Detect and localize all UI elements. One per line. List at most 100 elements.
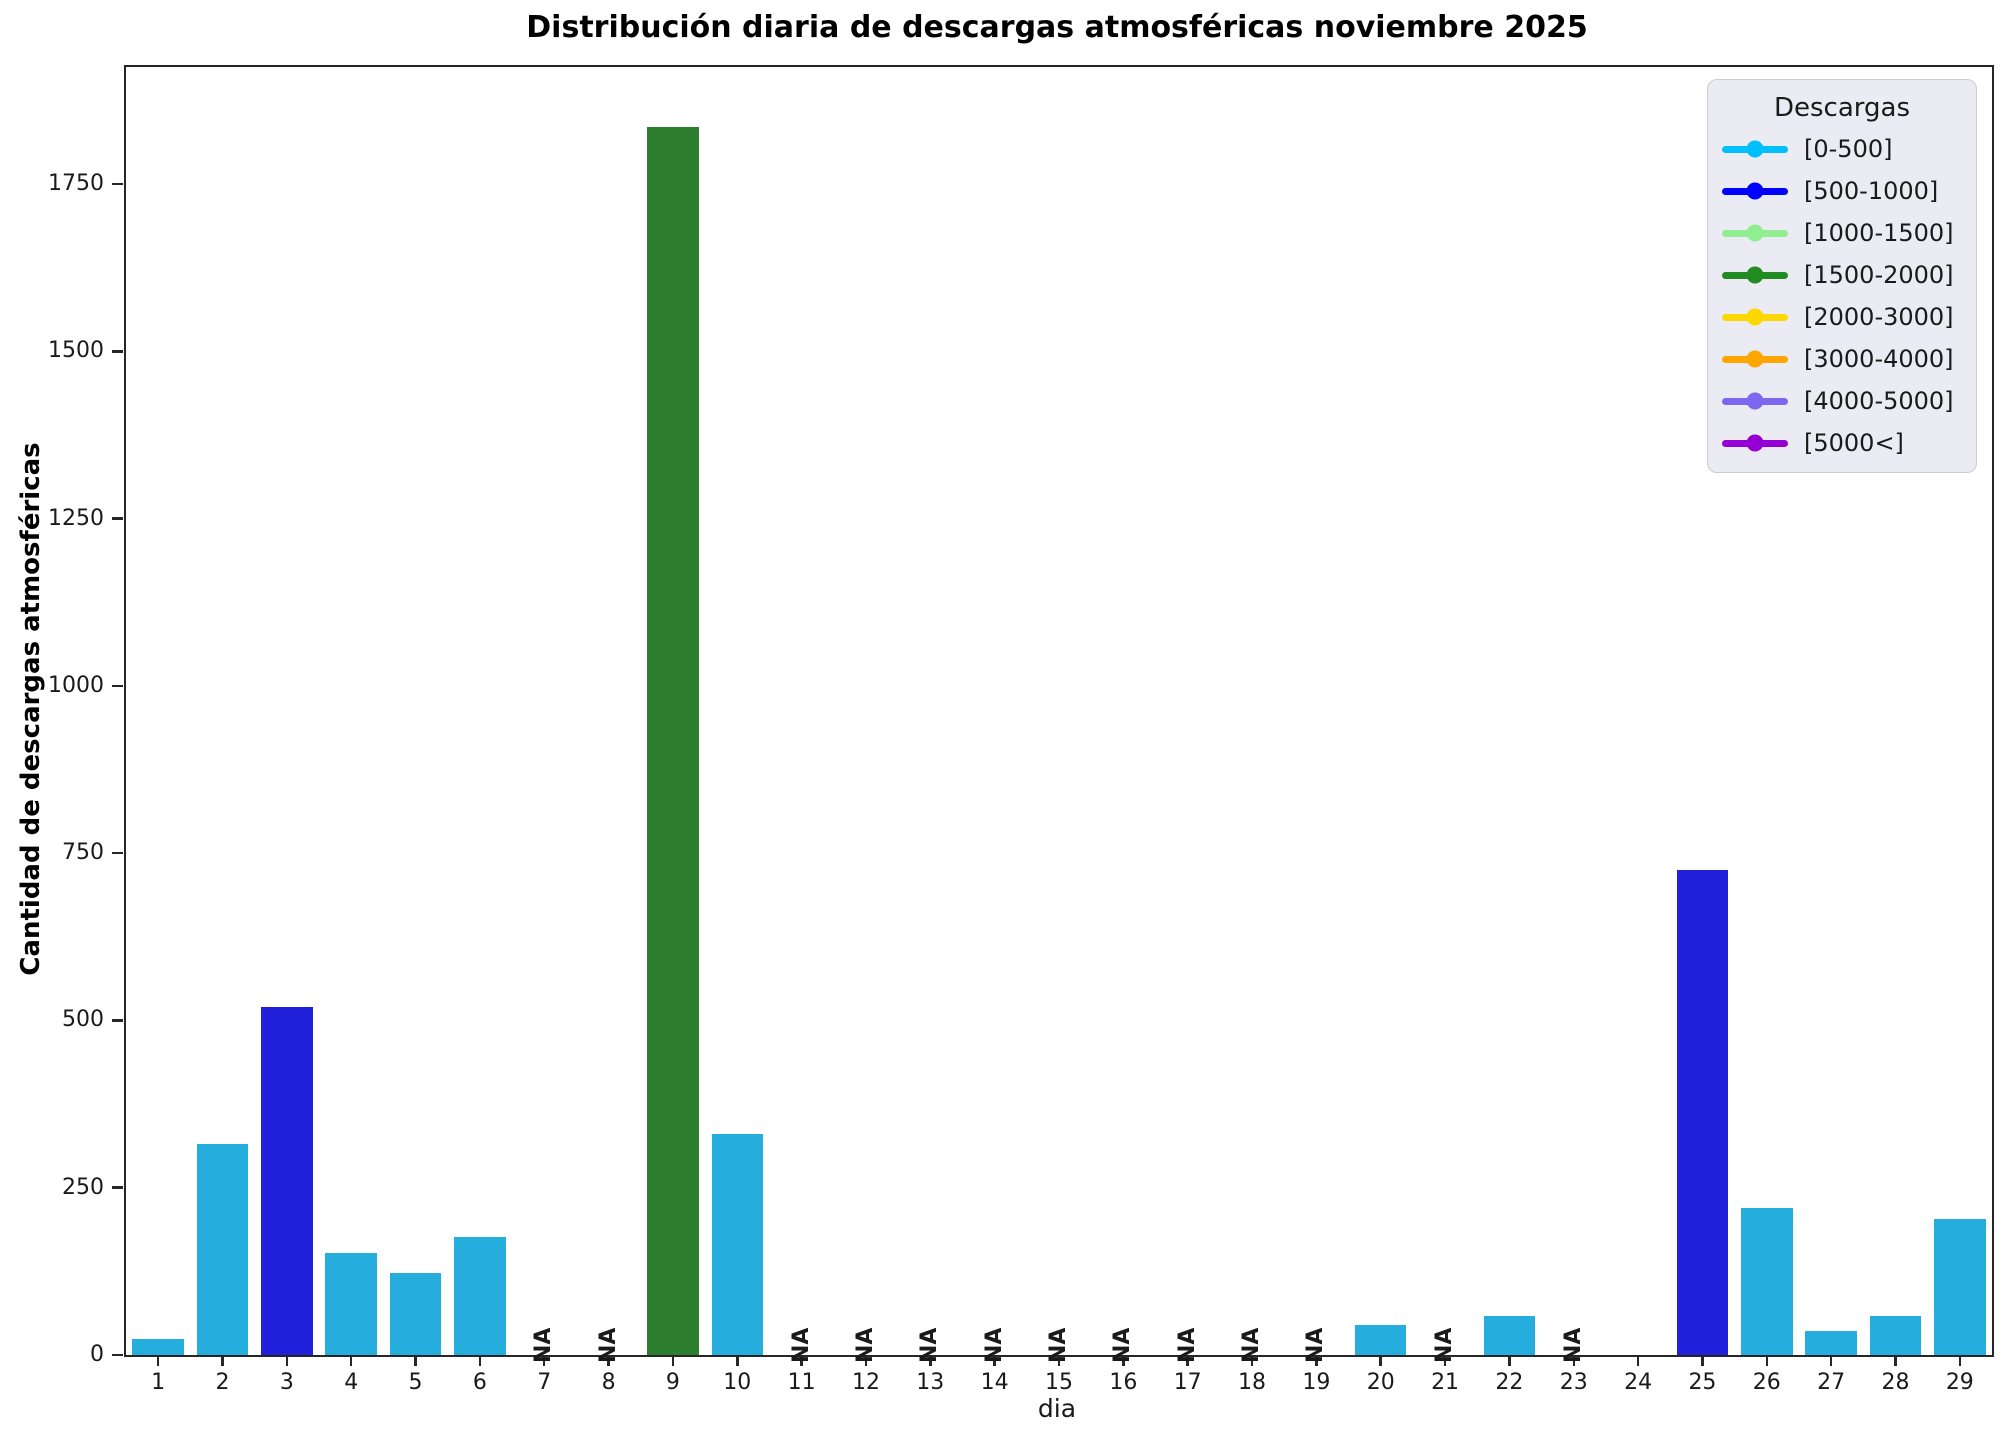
legend-item: [2000-3000] [1708, 296, 1976, 338]
legend-item-label: [0-500] [1804, 135, 1893, 163]
x-tick-label-5: 5 [408, 1370, 423, 1395]
legend-dot-icon [1746, 224, 1764, 242]
bar-day-5 [389, 1273, 442, 1355]
x-tick-mark [414, 1355, 417, 1366]
na-label-day-18: NA [1239, 1327, 1265, 1363]
legend-item: [5000<] [1708, 422, 1976, 464]
legend-dot-icon [1746, 182, 1764, 200]
legend-line-icon [1722, 224, 1788, 242]
x-tick-label-29: 29 [1945, 1370, 1974, 1395]
x-tick-mark [929, 1355, 932, 1366]
legend-dot-icon [1746, 140, 1764, 158]
x-tick-label-13: 13 [916, 1370, 945, 1395]
y-tick-mark [112, 350, 123, 353]
legend-item-label: [2000-3000] [1804, 303, 1954, 331]
na-label-day-11: NA [788, 1327, 814, 1363]
x-tick-mark [285, 1355, 289, 1366]
x-tick-mark [1572, 1355, 1575, 1366]
x-tick-mark [993, 1355, 996, 1366]
legend-items: [0-500] [500-1000] [1000-1500] [1500-2000] [… [1708, 128, 1976, 464]
x-tick-mark [671, 1355, 675, 1366]
bar-day-22 [1483, 1316, 1536, 1355]
bar-day-27 [1805, 1330, 1857, 1355]
y-tick-label: 1250 [48, 505, 104, 531]
legend-line-icon [1722, 434, 1788, 452]
x-tick-label-26: 26 [1752, 1370, 1781, 1395]
na-label-day-14: NA [981, 1327, 1007, 1363]
x-tick-label-2: 2 [215, 1370, 230, 1395]
y-tick-label: 1000 [48, 672, 104, 698]
bar-day-6 [454, 1236, 506, 1355]
bar-day-10 [711, 1134, 763, 1355]
x-axis-label: dia [1037, 1394, 1077, 1423]
bar-day-25 [1676, 869, 1729, 1355]
x-tick-mark [1829, 1355, 1833, 1366]
y-tick-label: 500 [62, 1007, 104, 1033]
legend-item-label: [1000-1500] [1804, 219, 1954, 247]
legend-item: [500-1000] [1708, 170, 1976, 212]
chart-title: Distribución diaria de descargas atmosfé… [526, 10, 1588, 45]
x-tick-label-18: 18 [1238, 1370, 1267, 1395]
bar-day-28 [1869, 1316, 1922, 1355]
x-tick-label-9: 9 [665, 1370, 680, 1395]
legend-line-icon [1722, 350, 1788, 368]
y-tick-mark [112, 1019, 123, 1022]
na-label-day-7: NA [531, 1327, 557, 1363]
x-tick-mark [478, 1355, 482, 1366]
x-tick-label-16: 16 [1109, 1370, 1138, 1395]
na-label-day-17: NA [1174, 1327, 1200, 1363]
legend-item-label: [500-1000] [1804, 177, 1939, 205]
y-tick-mark [112, 1186, 123, 1189]
y-tick-mark [112, 517, 123, 520]
x-tick-mark [1894, 1355, 1897, 1366]
x-tick-label-20: 20 [1366, 1370, 1395, 1395]
legend-item: [1000-1500] [1708, 212, 1976, 254]
na-label-day-15: NA [1046, 1327, 1071, 1363]
x-tick-mark [736, 1355, 739, 1366]
y-tick-label: 1750 [48, 171, 104, 197]
x-tick-mark [1057, 1355, 1061, 1366]
x-tick-label-7: 7 [537, 1370, 552, 1395]
na-label-day-8: NA [595, 1327, 621, 1363]
y-axis-label: Cantidad de descargas atmosféricas [16, 442, 46, 976]
legend-item-label: [1500-2000] [1804, 261, 1954, 289]
legend-dot-icon [1746, 392, 1764, 410]
bar-day-20 [1354, 1324, 1407, 1355]
x-tick-label-17: 17 [1173, 1370, 1202, 1395]
na-label-day-16: NA [1110, 1327, 1136, 1363]
na-label-day-23: NA [1560, 1327, 1586, 1363]
x-tick-label-6: 6 [472, 1370, 487, 1395]
x-tick-mark [1765, 1355, 1769, 1366]
legend-line-icon [1722, 182, 1788, 200]
legend-line-icon [1722, 140, 1788, 158]
legend-item-label: [3000-4000] [1804, 345, 1954, 373]
bar-day-26 [1741, 1207, 1793, 1355]
x-tick-label-19: 19 [1302, 1370, 1331, 1395]
bar-day-4 [325, 1253, 377, 1355]
legend-line-icon [1722, 392, 1788, 410]
bar-day-1 [132, 1338, 184, 1355]
x-tick-label-15: 15 [1045, 1370, 1073, 1395]
x-tick-mark [864, 1355, 868, 1366]
legend: Descargas [0-500] [500-1000] [1000-1500] [1… [1707, 79, 1977, 473]
y-tick-label: 750 [62, 840, 104, 866]
y-tick-mark [112, 182, 123, 186]
bar-day-29 [1934, 1219, 1986, 1355]
x-tick-mark [800, 1355, 803, 1366]
legend-line-icon [1722, 266, 1788, 284]
bar-day-2 [196, 1144, 249, 1355]
x-tick-label-23: 23 [1559, 1370, 1588, 1395]
y-tick-label: 0 [90, 1342, 104, 1367]
x-tick-label-24: 24 [1624, 1370, 1653, 1395]
legend-dot-icon [1746, 308, 1764, 326]
x-tick-mark [1122, 1355, 1125, 1366]
y-tick-mark [112, 684, 123, 688]
plot-area: 0 250 500 750 1000 1250 1500 1750 1 2 3 4 5 6 7 NA 8 NA 9 1… [48, 65, 1994, 1395]
x-tick-mark [349, 1355, 353, 1366]
legend-dot-icon [1746, 350, 1764, 368]
x-tick-mark [156, 1355, 160, 1366]
na-label-day-21: NA [1432, 1327, 1458, 1363]
x-tick-label-25: 25 [1688, 1370, 1717, 1395]
x-tick-mark [1443, 1355, 1447, 1366]
x-tick-label-3: 3 [279, 1370, 294, 1395]
